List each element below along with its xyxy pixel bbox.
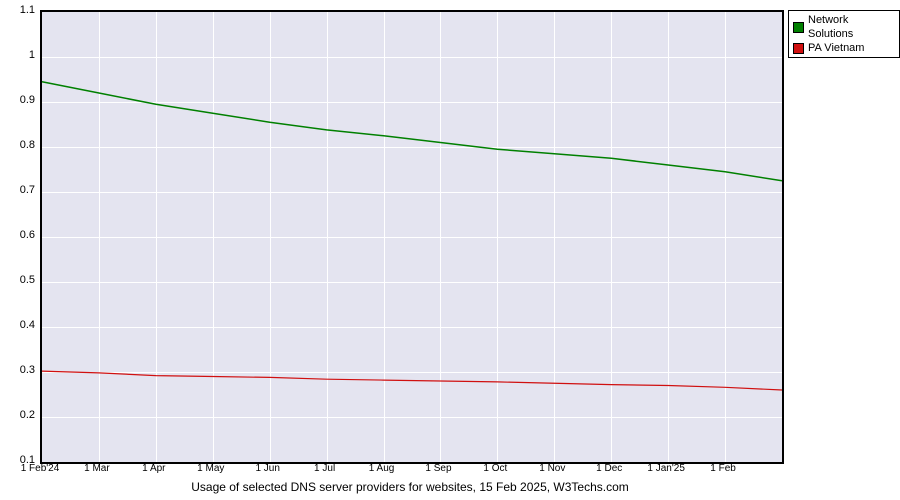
x-tick-label: 1 Nov [539,463,565,474]
y-tick-label: 0.8 [5,139,35,151]
legend-item: Network Solutions [793,13,895,41]
x-tick-label: 1 Feb'24 [21,463,60,474]
x-tick-label: 1 Jan'25 [647,463,685,474]
chart-caption: Usage of selected DNS server providers f… [0,480,820,494]
series-line [42,82,782,181]
plot-area [40,10,784,464]
legend-label: PA Vietnam [808,41,864,55]
x-tick-label: 1 May [197,463,224,474]
x-tick-label: 1 Dec [596,463,622,474]
y-tick-label: 0.7 [5,184,35,196]
y-tick-label: 0.5 [5,274,35,286]
x-tick-label: 1 Jun [255,463,279,474]
y-tick-label: 0.6 [5,229,35,241]
y-tick-label: 0.2 [5,409,35,421]
series-lines [42,12,782,462]
chart-container: 0.10.20.30.40.50.60.70.80.911.1 1 Feb'24… [0,0,900,500]
x-tick-label: 1 Sep [425,463,451,474]
y-tick-label: 0.9 [5,94,35,106]
x-tick-label: 1 Aug [369,463,395,474]
y-tick-label: 1 [5,49,35,61]
y-tick-label: 1.1 [5,4,35,16]
legend-item: PA Vietnam [793,41,895,55]
legend-swatch [793,22,804,33]
y-tick-label: 0.4 [5,319,35,331]
x-tick-label: 1 Mar [84,463,110,474]
legend-swatch [793,43,804,54]
x-tick-label: 1 Jul [314,463,335,474]
x-tick-label: 1 Apr [142,463,165,474]
legend-label: Network Solutions [808,13,895,41]
x-tick-label: 1 Feb [710,463,736,474]
x-tick-label: 1 Oct [483,463,507,474]
series-line [42,371,782,390]
y-tick-label: 0.3 [5,364,35,376]
legend: Network SolutionsPA Vietnam [788,10,900,58]
